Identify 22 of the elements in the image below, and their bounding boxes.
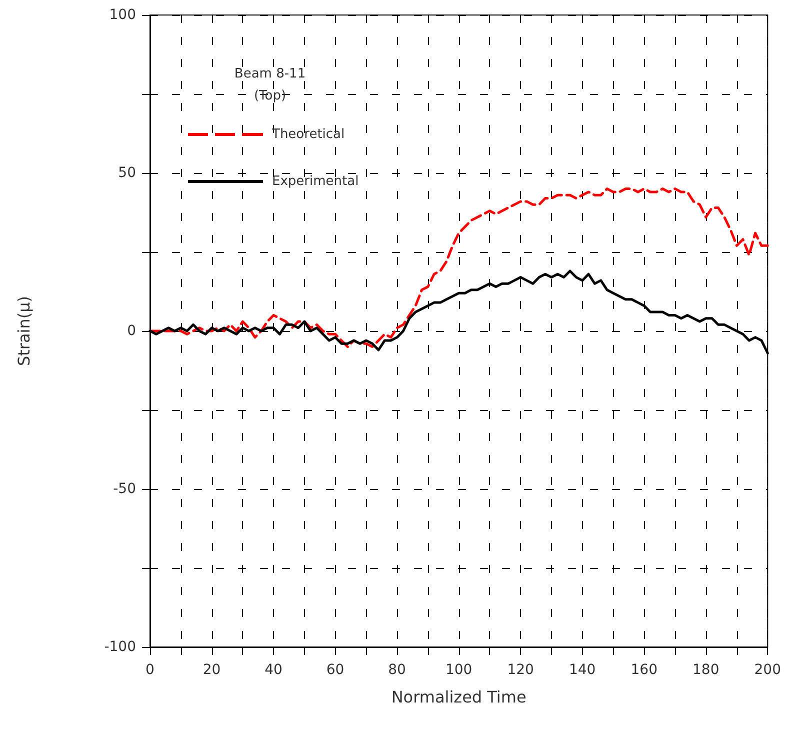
y-tick-label: 50 (118, 165, 136, 181)
y-tick-label: 100 (109, 7, 136, 23)
x-tick-label: 120 (507, 662, 534, 678)
x-axis-title: Normalized Time (391, 688, 526, 706)
x-tick-label: 160 (630, 662, 658, 678)
y-tick-label: -50 (113, 481, 136, 497)
x-tick-label: 100 (445, 662, 472, 678)
y-axis-title: Strain(μ) (14, 296, 34, 366)
line-series (148, 188, 769, 348)
y-tick-label: 0 (127, 323, 136, 339)
x-tick-label: 60 (326, 662, 344, 678)
legend-label: Theoretical (271, 127, 345, 142)
x-tick-label: 180 (692, 662, 720, 678)
x-tick-label: 40 (264, 662, 282, 678)
x-tick-label: 0 (146, 662, 154, 678)
legend-label: Experimental (272, 174, 359, 189)
x-tick-label: 80 (388, 662, 406, 678)
x-tick-label: 140 (568, 662, 596, 678)
annotation: Beam 8-11 (Top) (234, 66, 306, 104)
y-tick-label: -100 (104, 639, 136, 655)
x-tick-label: 20 (202, 662, 221, 678)
x-tick-label: 200 (754, 662, 782, 678)
